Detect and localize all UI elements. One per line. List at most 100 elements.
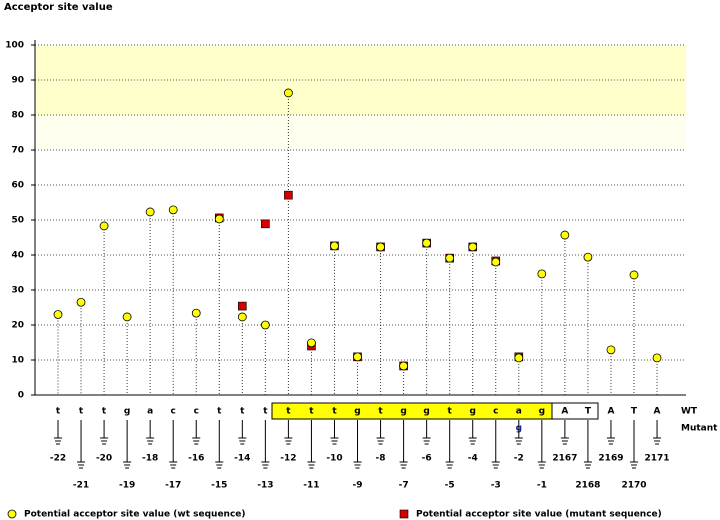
wt-base: t (217, 407, 222, 417)
mutant-marker (261, 219, 270, 229)
wt-base: t (309, 407, 314, 417)
x-tick-label: -10 (326, 454, 342, 464)
y-tick-label: 80 (11, 111, 24, 121)
wt-base: T (585, 407, 592, 417)
wt-base: g (423, 407, 429, 417)
wt-marker (122, 312, 132, 322)
legend-marker (399, 509, 409, 519)
plot (53, 88, 662, 395)
x-tick-label: -15 (211, 481, 227, 491)
wt-marker (307, 338, 316, 348)
wt-base: t (332, 407, 337, 417)
mutant-marker (284, 190, 293, 200)
wt-base: g (354, 407, 360, 417)
wt-base: t (378, 407, 383, 417)
wt-marker (99, 221, 109, 231)
wt-base: t (79, 407, 84, 417)
exon-box (271, 402, 553, 420)
y-tick-label: 70 (11, 146, 24, 156)
wt-base: t (286, 407, 291, 417)
y-tick-label: 30 (11, 286, 24, 296)
x-tick-label: -3 (491, 481, 501, 491)
mutant-label: Mutant (681, 424, 718, 434)
x-tick-label: -7 (399, 481, 409, 491)
wt-marker (606, 345, 616, 355)
bands (35, 45, 686, 150)
wt-marker (76, 297, 86, 307)
wt-marker (260, 320, 270, 330)
wt-marker (537, 269, 547, 279)
wt-marker (283, 88, 293, 98)
wt-base: g (124, 407, 130, 417)
wt-base: g (400, 407, 406, 417)
wt-base: g (469, 407, 475, 417)
x-tick-label: 2167 (552, 454, 577, 464)
x-tick-label: -8 (376, 454, 386, 464)
x-tick-label: 2171 (645, 454, 670, 464)
wt-marker (191, 308, 201, 318)
x-tick-label: -17 (165, 481, 181, 491)
wt-marker (445, 253, 455, 263)
wt-marker (399, 361, 409, 371)
x-tick-label: -21 (73, 481, 89, 491)
wt-marker (168, 205, 178, 215)
wt-marker (491, 257, 501, 267)
wt-marker (330, 241, 339, 251)
wt-base: A (561, 407, 568, 417)
wt-base: g (539, 407, 545, 417)
wt-base: T (631, 407, 638, 417)
y-tick-label: 90 (11, 76, 24, 86)
x-tick-label: -2 (514, 454, 524, 464)
x-tick-label: -18 (142, 454, 158, 464)
wt-marker (237, 312, 247, 322)
x-tick-label: -11 (303, 481, 319, 491)
y-tick-label: 0 (18, 391, 24, 401)
wt-base: t (102, 407, 107, 417)
wt-base: A (654, 407, 661, 417)
y-tick-label: 40 (11, 251, 24, 261)
wt-base: t (448, 407, 453, 417)
x-tick-label: -13 (257, 481, 273, 491)
wt-base: t (263, 407, 268, 417)
y-tick-label: 10 (11, 356, 24, 366)
legend-label: Potential acceptor site value (wt sequen… (24, 510, 246, 520)
x-tick-label: 2170 (621, 481, 646, 491)
wt-base: a (516, 407, 522, 417)
band (35, 45, 686, 115)
wt-label: WT (681, 407, 698, 417)
x-tick-label: -4 (468, 454, 478, 464)
wt-marker (652, 353, 662, 363)
wt-marker (629, 270, 639, 280)
wt-base: a (147, 407, 153, 417)
wt-marker (560, 230, 570, 240)
x-tick-label: -16 (188, 454, 204, 464)
grid (35, 44, 686, 361)
x-tick-label: 2169 (598, 454, 623, 464)
wt-marker (583, 252, 593, 262)
y-tick-label: 60 (11, 181, 24, 191)
wt-marker (422, 238, 432, 248)
wt-marker (53, 310, 63, 319)
wt-base: c (194, 407, 199, 417)
mutant-marker (238, 301, 247, 311)
wt-marker (468, 242, 478, 252)
y-tick-label: 50 (11, 216, 24, 226)
y-tick-label: 100 (5, 41, 24, 51)
wt-marker (145, 207, 155, 217)
wt-base: t (240, 407, 245, 417)
x-tick-label: -1 (537, 481, 547, 491)
wt-base: c (171, 407, 176, 417)
legend-label: Potential acceptor site value (mutant se… (416, 510, 662, 520)
x-tick-label: -6 (422, 454, 432, 464)
wt-marker (353, 352, 362, 362)
x-tick-label: -12 (280, 454, 296, 464)
wt-marker (214, 214, 224, 224)
x-tick-label: 2168 (575, 481, 600, 491)
exon-box (551, 402, 599, 420)
wt-marker (514, 353, 524, 363)
wt-base: c (493, 407, 498, 417)
x-tick-label: -22 (50, 454, 66, 464)
band (35, 115, 686, 150)
wt-marker (376, 242, 385, 252)
